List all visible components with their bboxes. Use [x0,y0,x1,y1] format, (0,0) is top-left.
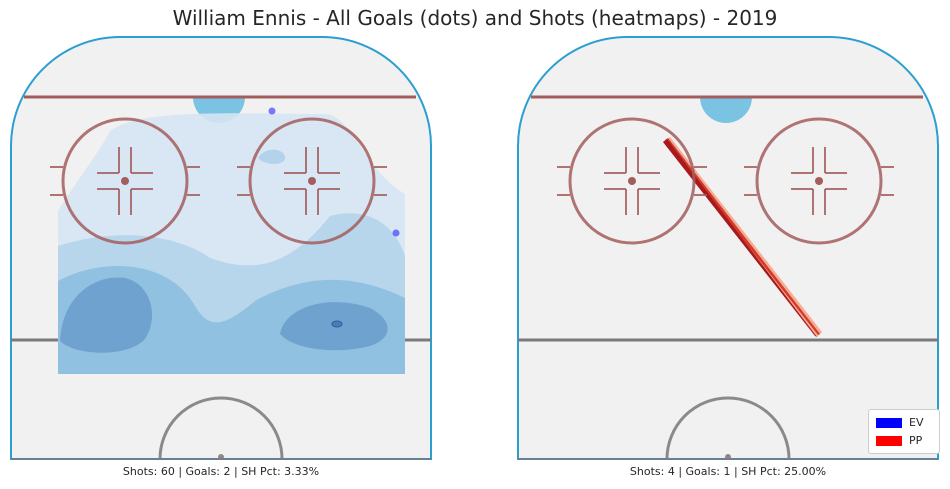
faceoff-circle [248,117,376,245]
density-contour-4a [60,277,153,353]
legend-label-pp: PP [909,434,923,447]
legend-item-pp: PP [876,434,922,448]
heatmap-layer [663,137,822,337]
faceoff-dot [628,177,636,185]
density-contour-5 [331,320,343,328]
rink-overlay [557,117,894,245]
faceoff-circle [61,117,189,245]
faceoff-dot [121,177,129,185]
legend-item-ev: EV [876,416,923,430]
goal-dot [268,107,276,115]
faceoff-dot [815,177,823,185]
faceoff-circle [755,117,883,245]
legend-swatch-pp [876,436,902,446]
legend-label-ev: EV [909,416,924,429]
faceoff-dot [308,177,316,185]
center-circle [158,396,284,460]
rink-boards [517,36,939,460]
center-circle [665,396,791,460]
goal-crease [700,97,752,123]
chart-title: William Ennis - All Goals (dots) and Sho… [172,6,778,30]
heatmap-layer [58,113,405,375]
rink-base [517,36,939,460]
goal-dot [392,229,400,237]
legend-swatch-ev [876,418,902,428]
legend: EV PP [868,409,940,454]
rink-overlay [50,117,387,245]
rink-panel-left [10,36,432,460]
panel-caption-right: Shots: 4 | Goals: 1 | SH Pct: 25.00% [629,465,827,478]
density-band-edge [663,139,817,337]
rink-panel-right [517,36,939,460]
panel-caption-left: Shots: 60 | Goals: 2 | SH Pct: 3.33% [122,465,320,478]
faceoff-circle [568,117,696,245]
density-contour-small [258,149,285,164]
density-band-inner [665,138,820,335]
